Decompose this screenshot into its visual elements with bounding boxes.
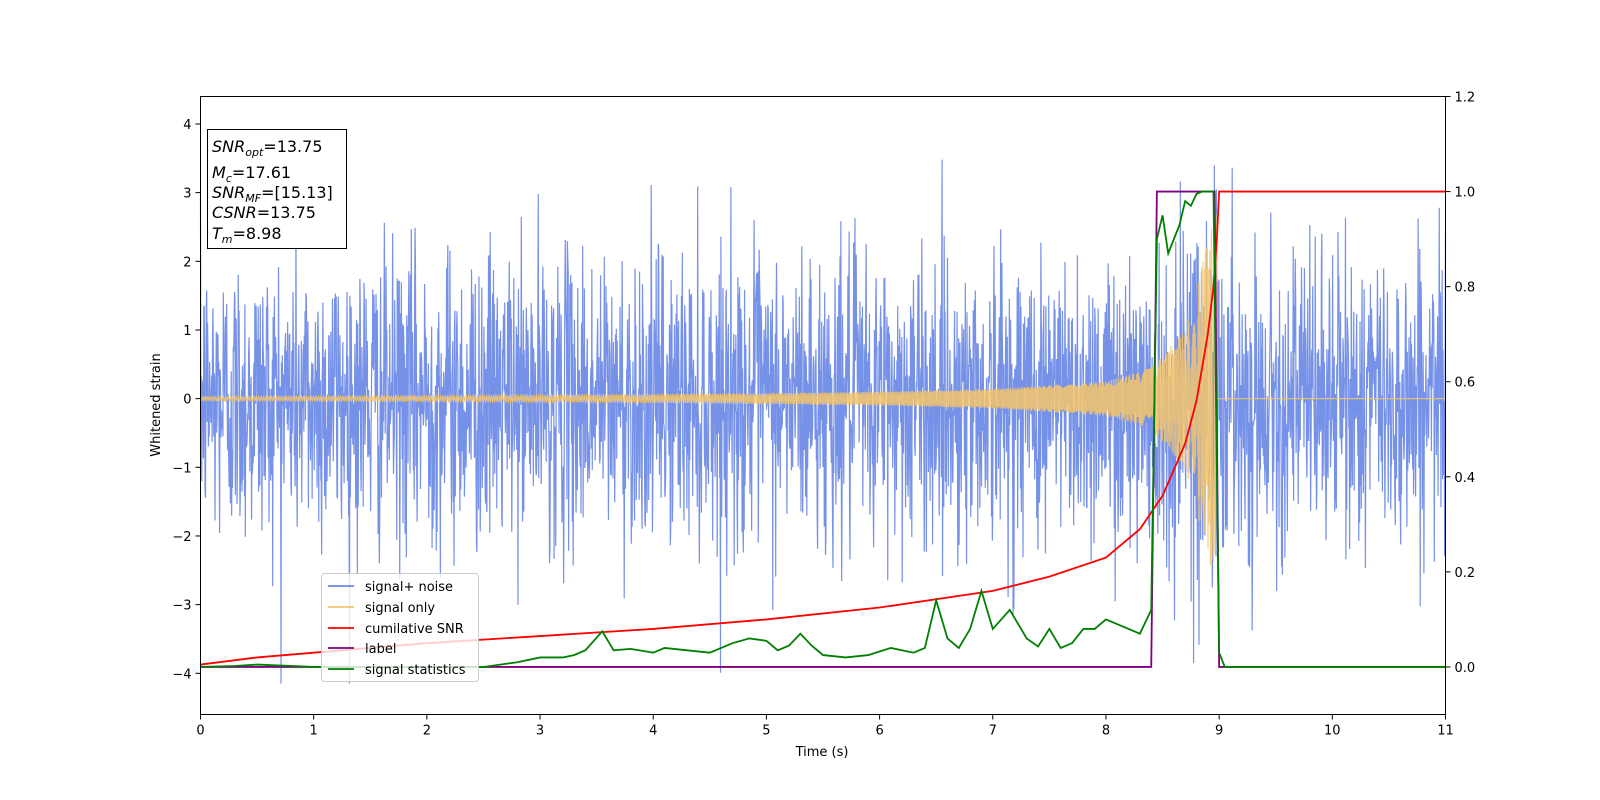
x-tick-label: 1 <box>310 724 318 739</box>
info-box-frame <box>207 129 347 249</box>
y2-tick-label: 0.6 <box>1455 376 1476 391</box>
y-tick-label: 1 <box>183 324 191 339</box>
series-signal-plus-noise <box>199 159 1447 684</box>
legend-label-cumulative-snr: cumilative SNR <box>365 622 464 637</box>
y-tick-label: 2 <box>183 255 191 270</box>
legend-label-label: label <box>365 642 396 657</box>
x-tick-label: 9 <box>1215 724 1223 739</box>
y-tick-label: 4 <box>183 118 191 133</box>
legend-label-signal-statistics: signal statistics <box>365 663 466 678</box>
x-axis-label: Time (s) <box>795 745 849 760</box>
y-tick-label: −1 <box>172 461 191 476</box>
y2-tick-label: 1.2 <box>1455 91 1476 106</box>
x-tick-label: 3 <box>536 724 544 739</box>
y-tick-label: 0 <box>183 393 191 408</box>
x-tick-label: 6 <box>875 724 883 739</box>
x-tick-label: 5 <box>762 724 770 739</box>
x-tick-label: 4 <box>649 724 657 739</box>
x-axis-ticks: 0 1 2 3 4 5 6 7 8 9 10 11 <box>196 714 1454 739</box>
info-tm: Tm=8.98 <box>212 224 282 246</box>
x-tick-label: 8 <box>1102 724 1110 739</box>
legend-frame <box>321 573 479 682</box>
y2-axis-ticks: 1.2 1.0 0.8 0.6 0.4 0.2 0.0 <box>1445 91 1476 676</box>
y2-tick-label: 0.4 <box>1455 471 1476 486</box>
plot-frame <box>200 96 1446 715</box>
y-tick-label: 3 <box>183 187 191 202</box>
y-tick-label: −4 <box>172 667 191 682</box>
series-signal-statistics <box>200 190 1446 668</box>
legend-label-signal-only: signal only <box>365 601 435 616</box>
y2-tick-label: 0.2 <box>1455 566 1476 581</box>
info-mc: Mc=17.61 <box>212 163 291 185</box>
y-axis-label: Whitened strain <box>149 353 164 456</box>
x-tick-label: 0 <box>196 724 204 739</box>
y-tick-label: −3 <box>172 599 191 614</box>
y2-tick-label: 0.0 <box>1455 661 1476 676</box>
x-tick-label: 7 <box>989 724 997 739</box>
y2-tick-label: 0.8 <box>1455 281 1476 296</box>
legend: signal+ noise signal only cumilative SNR… <box>321 573 479 682</box>
info-snr-mf: SNRMF=[15.13] <box>212 183 333 205</box>
info-snr-opt: SNRopt=13.75 <box>212 137 323 159</box>
legend-label-signal-plus-noise: signal+ noise <box>365 580 453 595</box>
y2-tick-label: 1.0 <box>1455 186 1476 201</box>
x-tick-label: 2 <box>423 724 431 739</box>
x-tick-label: 10 <box>1324 724 1341 739</box>
y-axis-ticks: 4 3 2 1 0 −1 −2 −3 −4 <box>172 118 201 682</box>
x-tick-label: 11 <box>1437 724 1454 739</box>
y-tick-label: −2 <box>172 530 191 545</box>
info-csnr: CSNR=13.75 <box>212 203 316 222</box>
info-box: SNRopt=13.75 Mc=17.61 SNRMF=[15.13] CSNR… <box>207 129 347 249</box>
series-signal-only <box>199 214 1446 565</box>
